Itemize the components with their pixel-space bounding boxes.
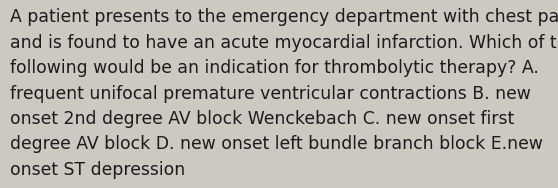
Text: following would be an indication for thrombolytic therapy? A.: following would be an indication for thr… [10,59,539,77]
Text: and is found to have an acute myocardial infarction. Which of the: and is found to have an acute myocardial… [10,34,558,52]
Text: degree AV block D. new onset left bundle branch block E.new: degree AV block D. new onset left bundle… [10,135,543,153]
Text: frequent unifocal premature ventricular contractions B. new: frequent unifocal premature ventricular … [10,85,531,103]
Text: onset 2nd degree AV block Wenckebach C. new onset first: onset 2nd degree AV block Wenckebach C. … [10,110,514,128]
Text: A patient presents to the emergency department with chest pain: A patient presents to the emergency depa… [10,8,558,27]
Text: onset ST depression: onset ST depression [10,161,185,179]
